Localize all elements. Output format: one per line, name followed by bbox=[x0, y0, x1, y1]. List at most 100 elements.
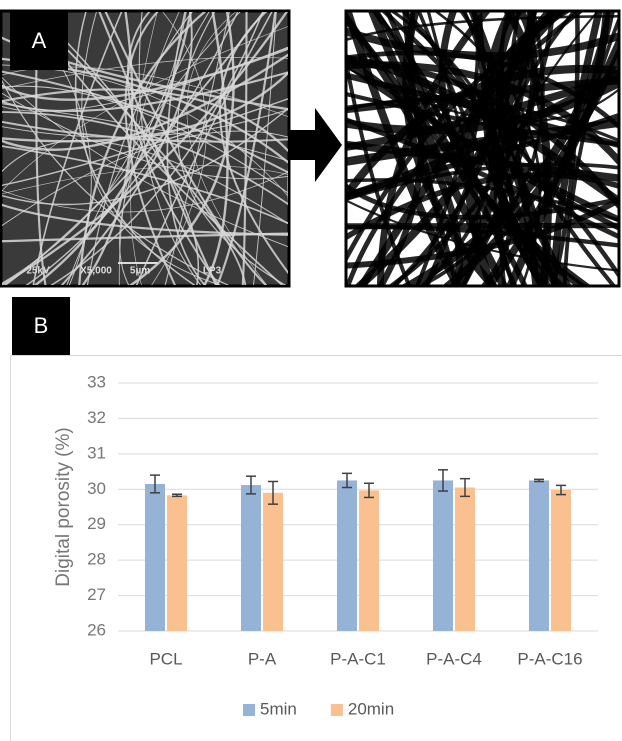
x-tick-label: P-A-C1 bbox=[330, 649, 386, 668]
bar bbox=[529, 480, 549, 631]
fiber bbox=[347, 222, 618, 229]
fiber bbox=[2, 79, 230, 285]
legend-swatch bbox=[243, 704, 255, 716]
fiber bbox=[2, 56, 288, 90]
fiber bbox=[22, 12, 92, 285]
fiber bbox=[176, 12, 287, 285]
fiber bbox=[98, 12, 218, 285]
sem-info: 5µm bbox=[130, 266, 150, 277]
fiber bbox=[347, 113, 618, 198]
panel-label: A bbox=[32, 28, 47, 53]
fiber bbox=[357, 12, 554, 285]
error-bar bbox=[268, 480, 278, 505]
legend-swatch bbox=[330, 704, 343, 716]
fiber bbox=[219, 12, 288, 274]
error-bar bbox=[556, 484, 566, 496]
y-tick-label: 28 bbox=[87, 550, 106, 569]
error-bar bbox=[172, 493, 182, 498]
y-tick-label: 33 bbox=[87, 372, 106, 391]
bar bbox=[145, 483, 165, 631]
fiber bbox=[25, 12, 239, 285]
fiber bbox=[287, 162, 288, 206]
y-tick-label: 26 bbox=[87, 620, 106, 639]
fiber bbox=[74, 12, 196, 285]
fiber bbox=[186, 12, 268, 285]
fiber bbox=[2, 165, 288, 195]
fiber bbox=[2, 203, 288, 236]
fiber bbox=[2, 88, 288, 153]
sem-info: LP3 bbox=[203, 266, 222, 277]
fiber bbox=[417, 12, 551, 285]
error-bar bbox=[364, 482, 374, 499]
fiber bbox=[550, 12, 580, 285]
fiber bbox=[377, 12, 491, 285]
arrow bbox=[290, 108, 342, 182]
bar bbox=[433, 480, 453, 631]
x-tick-label: P-A-C4 bbox=[426, 649, 482, 668]
fiber bbox=[2, 26, 288, 192]
fiber bbox=[2, 71, 288, 113]
fiber bbox=[216, 12, 277, 285]
bar bbox=[337, 480, 357, 631]
fiber bbox=[347, 12, 583, 285]
y-tick-label: 30 bbox=[87, 479, 106, 498]
bar bbox=[359, 490, 379, 631]
fiber bbox=[81, 12, 134, 285]
error-bar bbox=[246, 475, 256, 495]
y-axis-label: Digital porosity (%) bbox=[53, 427, 74, 586]
binary-fibers bbox=[347, 12, 618, 285]
fiber bbox=[50, 12, 264, 285]
fiber bbox=[104, 12, 268, 285]
error-bar bbox=[460, 477, 470, 498]
legend-label: 20min bbox=[348, 699, 394, 718]
fiber bbox=[66, 12, 241, 285]
bar bbox=[167, 495, 187, 631]
fiber bbox=[81, 12, 222, 285]
bar bbox=[241, 485, 261, 631]
fiber bbox=[241, 12, 248, 285]
fiber bbox=[388, 12, 556, 285]
fiber bbox=[347, 72, 618, 148]
fiber bbox=[86, 12, 193, 285]
bar bbox=[455, 487, 475, 631]
panel-label: B bbox=[34, 313, 49, 338]
chart-frame bbox=[10, 355, 622, 741]
fiber bbox=[347, 56, 411, 285]
bar bbox=[551, 489, 571, 631]
legend-label: 5min bbox=[260, 699, 297, 718]
fiber bbox=[2, 107, 288, 206]
fiber bbox=[347, 140, 618, 182]
x-tick-label: P-A-C16 bbox=[517, 649, 582, 668]
error-bar bbox=[438, 469, 448, 492]
y-tick-label: 32 bbox=[87, 408, 106, 427]
fiber bbox=[550, 12, 603, 285]
bar bbox=[263, 492, 283, 631]
fiber bbox=[2, 171, 288, 213]
fiber bbox=[118, 12, 180, 285]
fiber bbox=[128, 12, 235, 285]
label-box bbox=[12, 297, 70, 355]
fiber bbox=[164, 12, 230, 285]
fiber bbox=[203, 12, 229, 285]
error-bar bbox=[534, 478, 544, 483]
error-bar bbox=[342, 472, 352, 489]
fiber bbox=[166, 12, 206, 285]
fiber bbox=[60, 12, 193, 285]
y-tick-label: 29 bbox=[87, 514, 106, 533]
fiber bbox=[2, 120, 288, 143]
y-tick-label: 31 bbox=[87, 443, 106, 462]
x-tick-label: PCL bbox=[149, 649, 182, 668]
fiber bbox=[32, 12, 123, 285]
sem-info: 25kV bbox=[26, 266, 50, 277]
fiber bbox=[2, 232, 288, 243]
sem-info: X5,000 bbox=[80, 266, 112, 277]
fiber bbox=[368, 12, 508, 285]
y-tick-label: 27 bbox=[87, 585, 106, 604]
fiber bbox=[2, 70, 288, 174]
fiber bbox=[119, 12, 210, 285]
fiber bbox=[2, 140, 288, 225]
fiber bbox=[2, 111, 288, 206]
fiber bbox=[442, 47, 618, 285]
fiber bbox=[2, 47, 288, 101]
